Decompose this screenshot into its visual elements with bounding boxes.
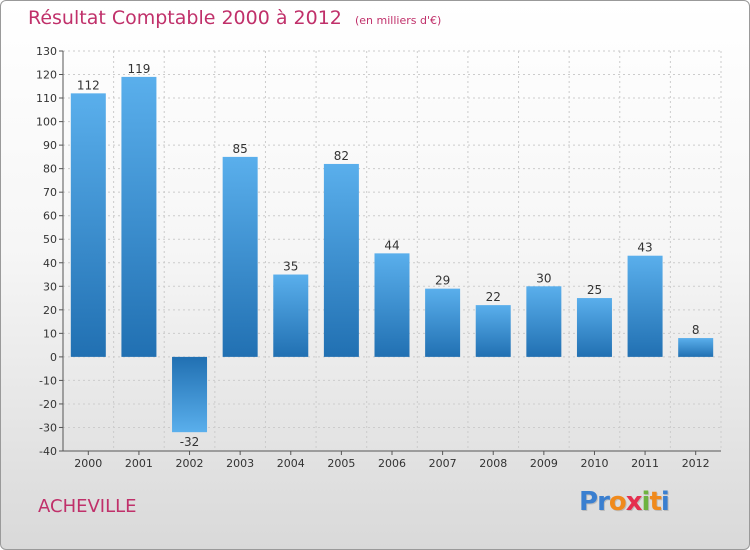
x-tick-label: 2012 (682, 457, 710, 470)
x-tick-label: 2008 (479, 457, 507, 470)
y-tick-label: 10 (43, 327, 57, 340)
y-tick-label: -10 (39, 374, 57, 387)
bar (526, 286, 562, 357)
x-tick-label: 2005 (327, 457, 355, 470)
data-label: 25 (587, 283, 602, 297)
x-tick-label: 2003 (226, 457, 254, 470)
town-name: ACHEVILLE (38, 496, 137, 517)
bars (70, 76, 714, 433)
chart-title: Résultat Comptable 2000 à 2012 (28, 7, 342, 29)
data-label: 8 (692, 323, 700, 337)
data-label: 119 (127, 62, 150, 76)
y-tick-label: 40 (43, 257, 57, 270)
data-label: 29 (435, 274, 450, 288)
data-label: 112 (77, 78, 100, 92)
y-tick-label: 90 (43, 139, 57, 152)
x-tick-label: 2009 (530, 457, 558, 470)
x-tick-label: 2002 (176, 457, 204, 470)
data-label: -32 (180, 435, 200, 449)
y-tick-label: 110 (36, 92, 57, 105)
y-tick-label: 70 (43, 186, 57, 199)
y-tick-label: -30 (39, 421, 57, 434)
x-tick-label: 2001 (125, 457, 153, 470)
bar (576, 298, 612, 357)
data-label: 35 (283, 260, 298, 274)
data-label: 82 (334, 149, 349, 163)
y-tick-label: 0 (50, 351, 57, 364)
logo-letter: i (660, 487, 670, 517)
y-tick-label: -20 (39, 398, 57, 411)
data-label: 30 (536, 271, 551, 285)
y-tick-label: 20 (43, 304, 57, 317)
bar (121, 76, 157, 357)
data-label: 85 (233, 142, 248, 156)
bar (222, 156, 258, 357)
bar (475, 305, 511, 357)
chart-subtitle: (en milliers d'€) (354, 14, 442, 27)
logo-letter: x (625, 487, 643, 517)
bar (70, 93, 106, 357)
logo-letter: o (608, 487, 627, 517)
y-tick-label: 30 (43, 280, 57, 293)
logo-letter: t (649, 487, 661, 517)
bar (374, 253, 410, 357)
bar (273, 274, 309, 357)
x-tick-label: 2004 (277, 457, 305, 470)
x-tick-label: 2010 (580, 457, 608, 470)
y-tick-label: -40 (39, 445, 57, 458)
logo-letter: P (579, 487, 598, 517)
y-tick-label: 50 (43, 233, 57, 246)
axes (59, 50, 721, 455)
bar (172, 356, 208, 433)
x-tick-label: 2007 (429, 457, 457, 470)
y-tick-label: 100 (36, 116, 57, 129)
bar (323, 163, 359, 357)
data-label: 22 (486, 290, 501, 304)
y-tick-label: 60 (43, 210, 57, 223)
x-tick-label: 2011 (631, 457, 659, 470)
grid-lines (62, 50, 722, 452)
y-tick-label: 130 (36, 45, 57, 58)
x-tick-label: 2000 (74, 457, 102, 470)
y-tick-label: 120 (36, 69, 57, 82)
bar (678, 338, 714, 357)
logo-letter: r (597, 487, 610, 517)
x-tick-label: 2006 (378, 457, 406, 470)
title-block: Résultat Comptable 2000 à 2012 (en milli… (28, 7, 441, 29)
proxiti-logo: Proxiti (579, 487, 670, 517)
bar (627, 255, 663, 357)
labels: -40 -30 -20 -10 0 10 20 30 40 50 60 70 80 90 100 110 120… (36, 45, 710, 470)
bar (425, 288, 461, 357)
logo-letter: i (641, 487, 651, 517)
data-label: 44 (384, 238, 399, 252)
data-label: 43 (637, 241, 652, 255)
y-tick-label: 80 (43, 163, 57, 176)
